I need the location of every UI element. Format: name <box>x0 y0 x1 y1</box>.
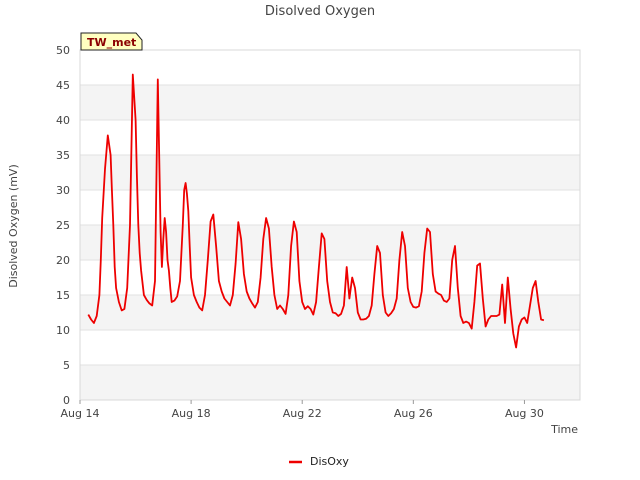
plot-band <box>80 50 580 85</box>
y-axis: 0 5 10 15 20 25 30 35 40 45 50 <box>56 44 70 407</box>
x-tick-label: Aug 22 <box>283 407 322 420</box>
plot-band <box>80 260 580 295</box>
site-badge: TW_met <box>80 32 143 51</box>
y-tick-label: 30 <box>56 184 70 197</box>
plot-band <box>80 155 580 190</box>
plot-frame <box>79 49 581 401</box>
y-axis-label: Disolved Oxygen (mV) <box>7 164 20 288</box>
legend: DisOxy <box>289 455 349 468</box>
plot-band <box>80 330 580 365</box>
x-axis: Aug 14 Aug 18 Aug 22 Aug 26 Aug 30 <box>61 400 544 420</box>
x-tick-label: Aug 14 <box>61 407 100 420</box>
chart-title: Disolved Oxygen <box>265 4 375 19</box>
y-tick-label: 5 <box>63 359 70 372</box>
y-tick-label: 40 <box>56 114 70 127</box>
y-tick-label: 50 <box>56 44 70 57</box>
plot-band <box>80 365 580 400</box>
y-tick-label: 15 <box>56 289 70 302</box>
y-tick-label: 25 <box>56 219 70 232</box>
y-tick-label: 45 <box>56 79 70 92</box>
plot-band <box>80 120 580 155</box>
site-badge-label: TW_met <box>87 36 136 49</box>
series-layer <box>87 73 545 349</box>
plot-band <box>80 190 580 225</box>
legend-label-disoxy: DisOxy <box>310 455 349 468</box>
site-badge-box <box>80 32 143 51</box>
y-tick-label: 0 <box>63 394 70 407</box>
x-tick-label: Aug 18 <box>172 407 211 420</box>
series-line-disoxy <box>87 73 545 349</box>
y-tick-label: 20 <box>56 254 70 267</box>
y-tick-label: 10 <box>56 324 70 337</box>
x-tick-label: Aug 26 <box>394 407 433 420</box>
y-tick-label: 35 <box>56 149 70 162</box>
plot-band <box>80 85 580 120</box>
x-axis-label: Time <box>550 423 578 436</box>
x-tick-label: Aug 30 <box>505 407 544 420</box>
